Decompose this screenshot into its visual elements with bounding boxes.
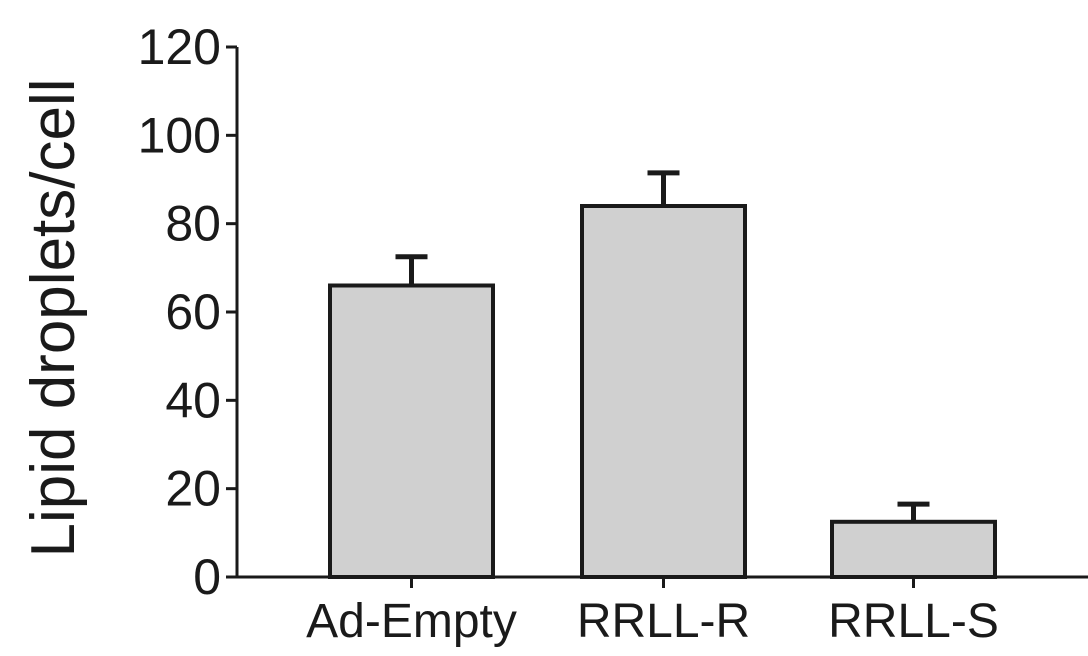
bars xyxy=(328,170,997,580)
y-tick-label: 100 xyxy=(138,107,221,163)
x-tick-label: Ad-Empty xyxy=(306,595,517,648)
bar xyxy=(580,204,747,579)
y-tick-label: 120 xyxy=(138,19,221,75)
y-tick-label: 0 xyxy=(193,549,221,605)
bar xyxy=(328,283,495,579)
y-axis-label: Lipid droplets/cell xyxy=(19,78,88,557)
y-tick-label: 20 xyxy=(165,461,221,517)
x-tick-label: RRLL-S xyxy=(828,595,999,648)
bar xyxy=(830,519,997,580)
y-tick-label: 60 xyxy=(165,284,221,340)
y-tick-label: 80 xyxy=(165,196,221,252)
x-tick-label: RRLL-R xyxy=(577,595,750,648)
tick-labels: 0 20 40 60 80 100 120 Ad-Empty RRLL-R RRLL-S xyxy=(138,19,999,648)
y-tick-label: 40 xyxy=(165,372,221,428)
